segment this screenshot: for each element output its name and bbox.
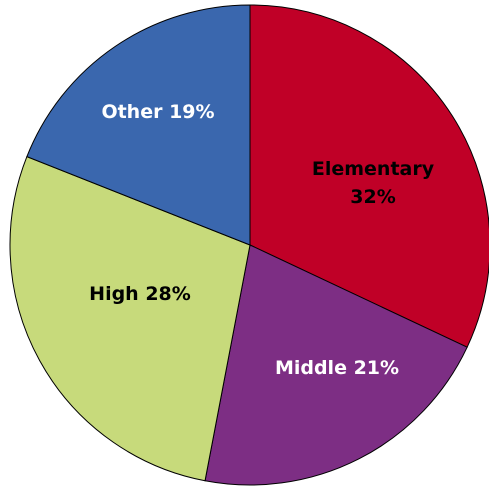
slice-label-name: Elementary — [312, 158, 435, 180]
slice-label-other: Other 19% — [101, 101, 214, 123]
slice-label-elementary: Elementary 32% — [312, 158, 435, 208]
pie-slice-elementary — [249, 4, 489, 348]
slice-label-middle: Middle 21% — [275, 357, 399, 379]
slice-label-high: High 28% — [89, 283, 191, 305]
pie-slice-high — [9, 156, 251, 482]
pie-slice-other — [26, 4, 251, 246]
pie-slice-middle — [204, 244, 468, 486]
slice-label-value: 32% — [350, 186, 395, 208]
